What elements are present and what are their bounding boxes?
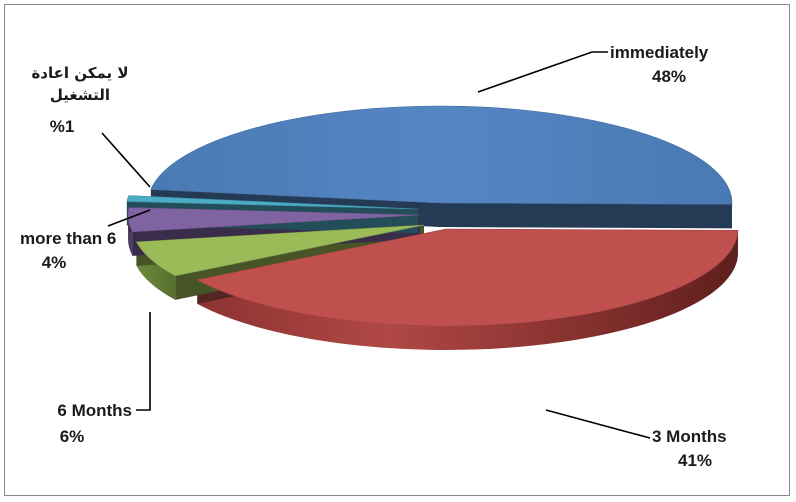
- slice-percent: %1: [50, 117, 75, 136]
- slice-edge-0-1: [440, 203, 732, 229]
- slice-percent: 4%: [42, 253, 67, 272]
- leader-line-1: [545, 409, 651, 439]
- leader-line-4: [101, 132, 151, 188]
- pie-slice-0: [150, 105, 733, 205]
- slice-percent: 48%: [652, 67, 686, 86]
- pie-slice-4: [126, 195, 419, 210]
- leader-line-2: [136, 312, 151, 411]
- slice-label: 3 Months: [652, 427, 727, 446]
- leader-line-0: [477, 51, 608, 93]
- slice-label-line: التشغيل: [50, 86, 110, 104]
- slice-label: 6 Months: [57, 401, 132, 420]
- slice-side-1: [197, 230, 738, 351]
- pie-slice-3: [127, 207, 421, 233]
- leader-line-3: [107, 209, 151, 227]
- slice-label: immediately: [610, 43, 709, 62]
- slice-label: more than 6: [20, 229, 116, 248]
- pie-slice-2: [135, 224, 425, 277]
- slice-label-line: لا يمكن اعادة: [31, 64, 128, 82]
- slice-percent: 6%: [60, 427, 85, 446]
- pie-slice-1: [196, 228, 739, 327]
- slice-percent: 41%: [678, 451, 712, 470]
